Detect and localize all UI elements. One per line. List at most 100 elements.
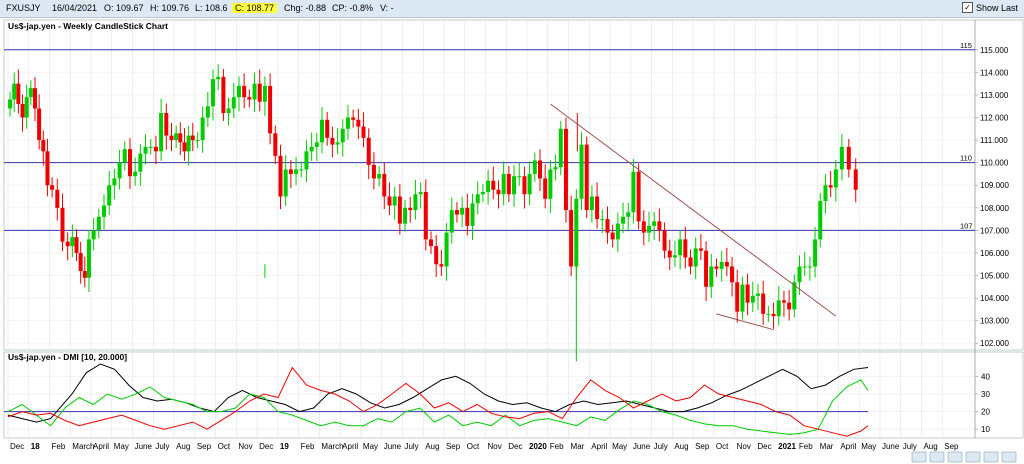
candle-body [226, 108, 231, 113]
candle-body [8, 99, 13, 109]
x-tick-label: Mar [820, 442, 834, 451]
x-tick-label: Aug [923, 442, 937, 451]
candle-body [641, 221, 646, 233]
candle-body [506, 173, 511, 195]
candle-body [122, 149, 127, 163]
y-tick-label: 110.000 [980, 159, 1009, 168]
candle-body [309, 146, 314, 152]
candle-body [366, 137, 371, 165]
candle-body [273, 133, 278, 156]
candle-body [579, 144, 584, 199]
candle-body [294, 169, 299, 174]
candle-body [91, 230, 96, 240]
y-tick-label: 104.000 [980, 294, 1009, 303]
candle-body [174, 133, 179, 141]
candle-body [164, 113, 169, 136]
candle-body [41, 140, 46, 152]
candle-body [672, 255, 677, 258]
candle-body [429, 239, 434, 247]
scroll-control-button[interactable] [929, 451, 945, 463]
candle-body [159, 113, 164, 152]
candle-body [444, 232, 449, 267]
scroll-control-button[interactable] [911, 451, 927, 463]
candle-body [704, 250, 709, 287]
candle-body [574, 198, 579, 267]
candle-body [735, 282, 740, 312]
scroll-control-button[interactable] [965, 451, 981, 463]
dmi-title: Us$-jap.yen - DMI [10, 20.000] [8, 352, 127, 362]
candle-body [335, 142, 340, 145]
candle-body [304, 151, 309, 170]
candle-body [12, 83, 17, 100]
candle-body [236, 85, 241, 98]
x-tick-label: June [633, 442, 651, 451]
x-tick-label: Nov [737, 442, 751, 451]
candle-body [589, 196, 594, 211]
candle-body [755, 293, 760, 296]
show-last-checkbox[interactable]: ✓ Show Last [961, 2, 1018, 13]
candle-body [356, 119, 361, 127]
candle-body [470, 203, 475, 226]
candle-body [709, 266, 714, 287]
candle-body [465, 207, 470, 226]
candle-body [657, 221, 662, 231]
x-tick-label: Feb [52, 442, 66, 451]
scroll-control-button[interactable] [983, 451, 999, 463]
candle-body [569, 210, 574, 267]
y-tick-label: 108.000 [980, 204, 1009, 213]
change-label: Chg: -0.88 [284, 3, 327, 13]
candle-body [745, 284, 750, 303]
x-tick-label: March [72, 442, 94, 451]
candle-body [45, 151, 50, 186]
candle-body [247, 97, 252, 100]
x-tick-label: Oct [467, 442, 480, 451]
candle-body [719, 261, 724, 269]
dmi-tick-label: 40 [981, 372, 990, 381]
candle-body [200, 117, 205, 141]
candle-body [787, 302, 792, 310]
candle-body [501, 173, 506, 195]
x-tick-label: July [404, 442, 418, 451]
trendline [550, 103, 837, 317]
candle-body [626, 212, 631, 217]
trendline [716, 313, 774, 331]
x-tick-label: Dec [757, 442, 771, 451]
candle-body [781, 300, 786, 303]
candle-body [169, 135, 174, 141]
candle-body [636, 171, 641, 222]
show-last-label: Show Last [975, 2, 1018, 13]
candle-body [480, 192, 485, 195]
x-tick-label: April [591, 442, 607, 451]
y-tick-label: 107.000 [980, 226, 1009, 235]
candle-body [16, 83, 21, 104]
candle-body [537, 160, 542, 179]
candle-body [70, 237, 75, 247]
candle-body [330, 137, 335, 145]
candle-body [584, 144, 589, 211]
x-tick-label: July [654, 442, 668, 451]
candle-body [423, 192, 428, 240]
candle-body [397, 196, 402, 224]
candle-body [496, 189, 501, 195]
scroll-control-button[interactable] [947, 451, 963, 463]
y-tick-label: 109.000 [980, 181, 1009, 190]
x-tick-label: 19 [280, 442, 289, 451]
x-tick-label: Sep [197, 442, 212, 451]
y-tick-label: 113.000 [980, 91, 1009, 100]
candle-body [257, 83, 262, 102]
candle-body [449, 210, 454, 233]
candle-body [839, 146, 844, 170]
candle-body [797, 266, 802, 283]
candle-body [527, 173, 532, 195]
candle-body [434, 246, 439, 265]
x-tick-label: Feb [550, 442, 564, 451]
candle-body [491, 180, 496, 190]
x-tick-label: 2020 [529, 442, 547, 451]
dmi-series-di [7, 379, 869, 436]
candle-body [231, 97, 236, 109]
candle-body [86, 239, 91, 278]
scroll-control-button[interactable] [1001, 451, 1017, 463]
dmi-panel-frame [3, 351, 1024, 439]
toolbar: FXUSJY 16/04/2021 O: 109.67 H: 109.76 L:… [0, 0, 1024, 18]
